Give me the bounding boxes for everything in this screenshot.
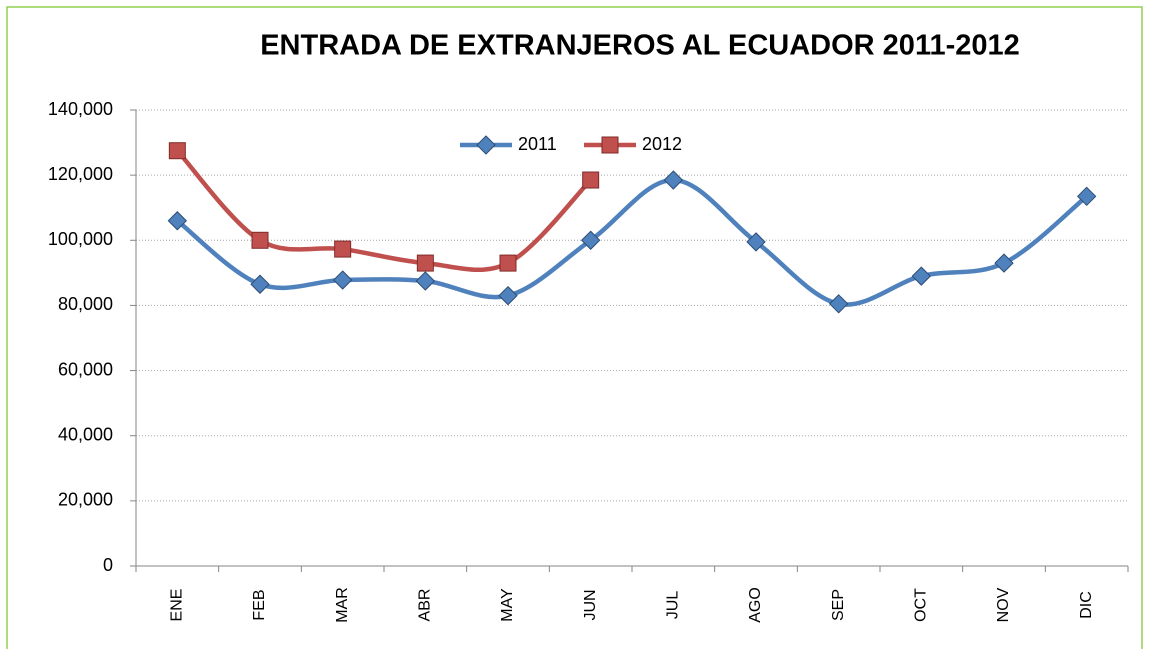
marker-shape (499, 254, 517, 272)
marker (580, 230, 601, 250)
y-tick-label: 120,000 (48, 164, 113, 184)
marker-shape (1076, 186, 1097, 207)
marker (746, 232, 766, 252)
marker-shape (663, 170, 684, 190)
marker-shape (582, 171, 600, 189)
x-tick-label: OCT (913, 588, 930, 622)
x-tick-label: ENE (169, 589, 186, 622)
marker (332, 270, 353, 290)
marker-shape (250, 274, 270, 294)
marker (251, 231, 269, 249)
y-tick-label: 20,000 (58, 490, 113, 510)
marker-shape (580, 230, 601, 250)
y-tick-label: 100,000 (48, 229, 113, 249)
y-tick-label: 40,000 (58, 424, 113, 444)
marker-shape (911, 266, 932, 286)
marker (167, 211, 188, 231)
marker-shape (332, 270, 353, 290)
marker (499, 254, 517, 272)
x-tick-label: JUN (582, 589, 599, 620)
x-tick-label: MAY (499, 588, 516, 622)
marker (498, 285, 518, 306)
x-tick-label: MAR (334, 587, 351, 623)
marker-shape (476, 135, 496, 155)
marker (476, 135, 496, 155)
y-tick-label: 60,000 (58, 359, 113, 379)
marker (828, 294, 849, 314)
marker-shape (601, 136, 619, 154)
x-tick-label: SEP (830, 589, 847, 621)
chart-frame (6, 6, 1143, 649)
marker-shape (334, 240, 352, 258)
y-tick-label: 80,000 (58, 294, 113, 314)
legend-label: 2012 (642, 134, 682, 154)
marker (911, 266, 932, 286)
marker (416, 254, 434, 272)
x-tick-label: NOV (995, 587, 1012, 622)
marker (582, 171, 600, 189)
x-tick-label: JUL (665, 591, 682, 620)
y-tick-label: 140,000 (48, 99, 113, 119)
marker-shape (415, 271, 436, 291)
marker-shape (251, 231, 269, 249)
y-tick-label: 0 (103, 555, 113, 575)
x-tick-label: ABR (417, 589, 434, 622)
marker-shape (828, 294, 849, 314)
marker (601, 136, 619, 154)
series-line (175, 148, 593, 272)
x-tick-label: FEB (251, 589, 268, 620)
x-tick-label: DIC (1078, 591, 1095, 619)
marker-shape (167, 211, 188, 231)
marker (168, 142, 186, 160)
marker-shape (746, 232, 766, 252)
marker-shape (498, 285, 518, 306)
x-tick-label: AGO (747, 587, 764, 623)
chart-title: ENTRADA DE EXTRANJEROS AL ECUADOR 2011-2… (260, 30, 1020, 62)
marker-shape (416, 254, 434, 272)
marker (415, 271, 436, 291)
marker (1076, 186, 1097, 207)
marker (334, 240, 352, 258)
marker (663, 170, 684, 190)
marker (994, 253, 1014, 273)
legend-label: 2011 (518, 134, 557, 154)
marker-shape (168, 142, 186, 160)
marker (250, 274, 270, 294)
marker-shape (994, 253, 1014, 273)
